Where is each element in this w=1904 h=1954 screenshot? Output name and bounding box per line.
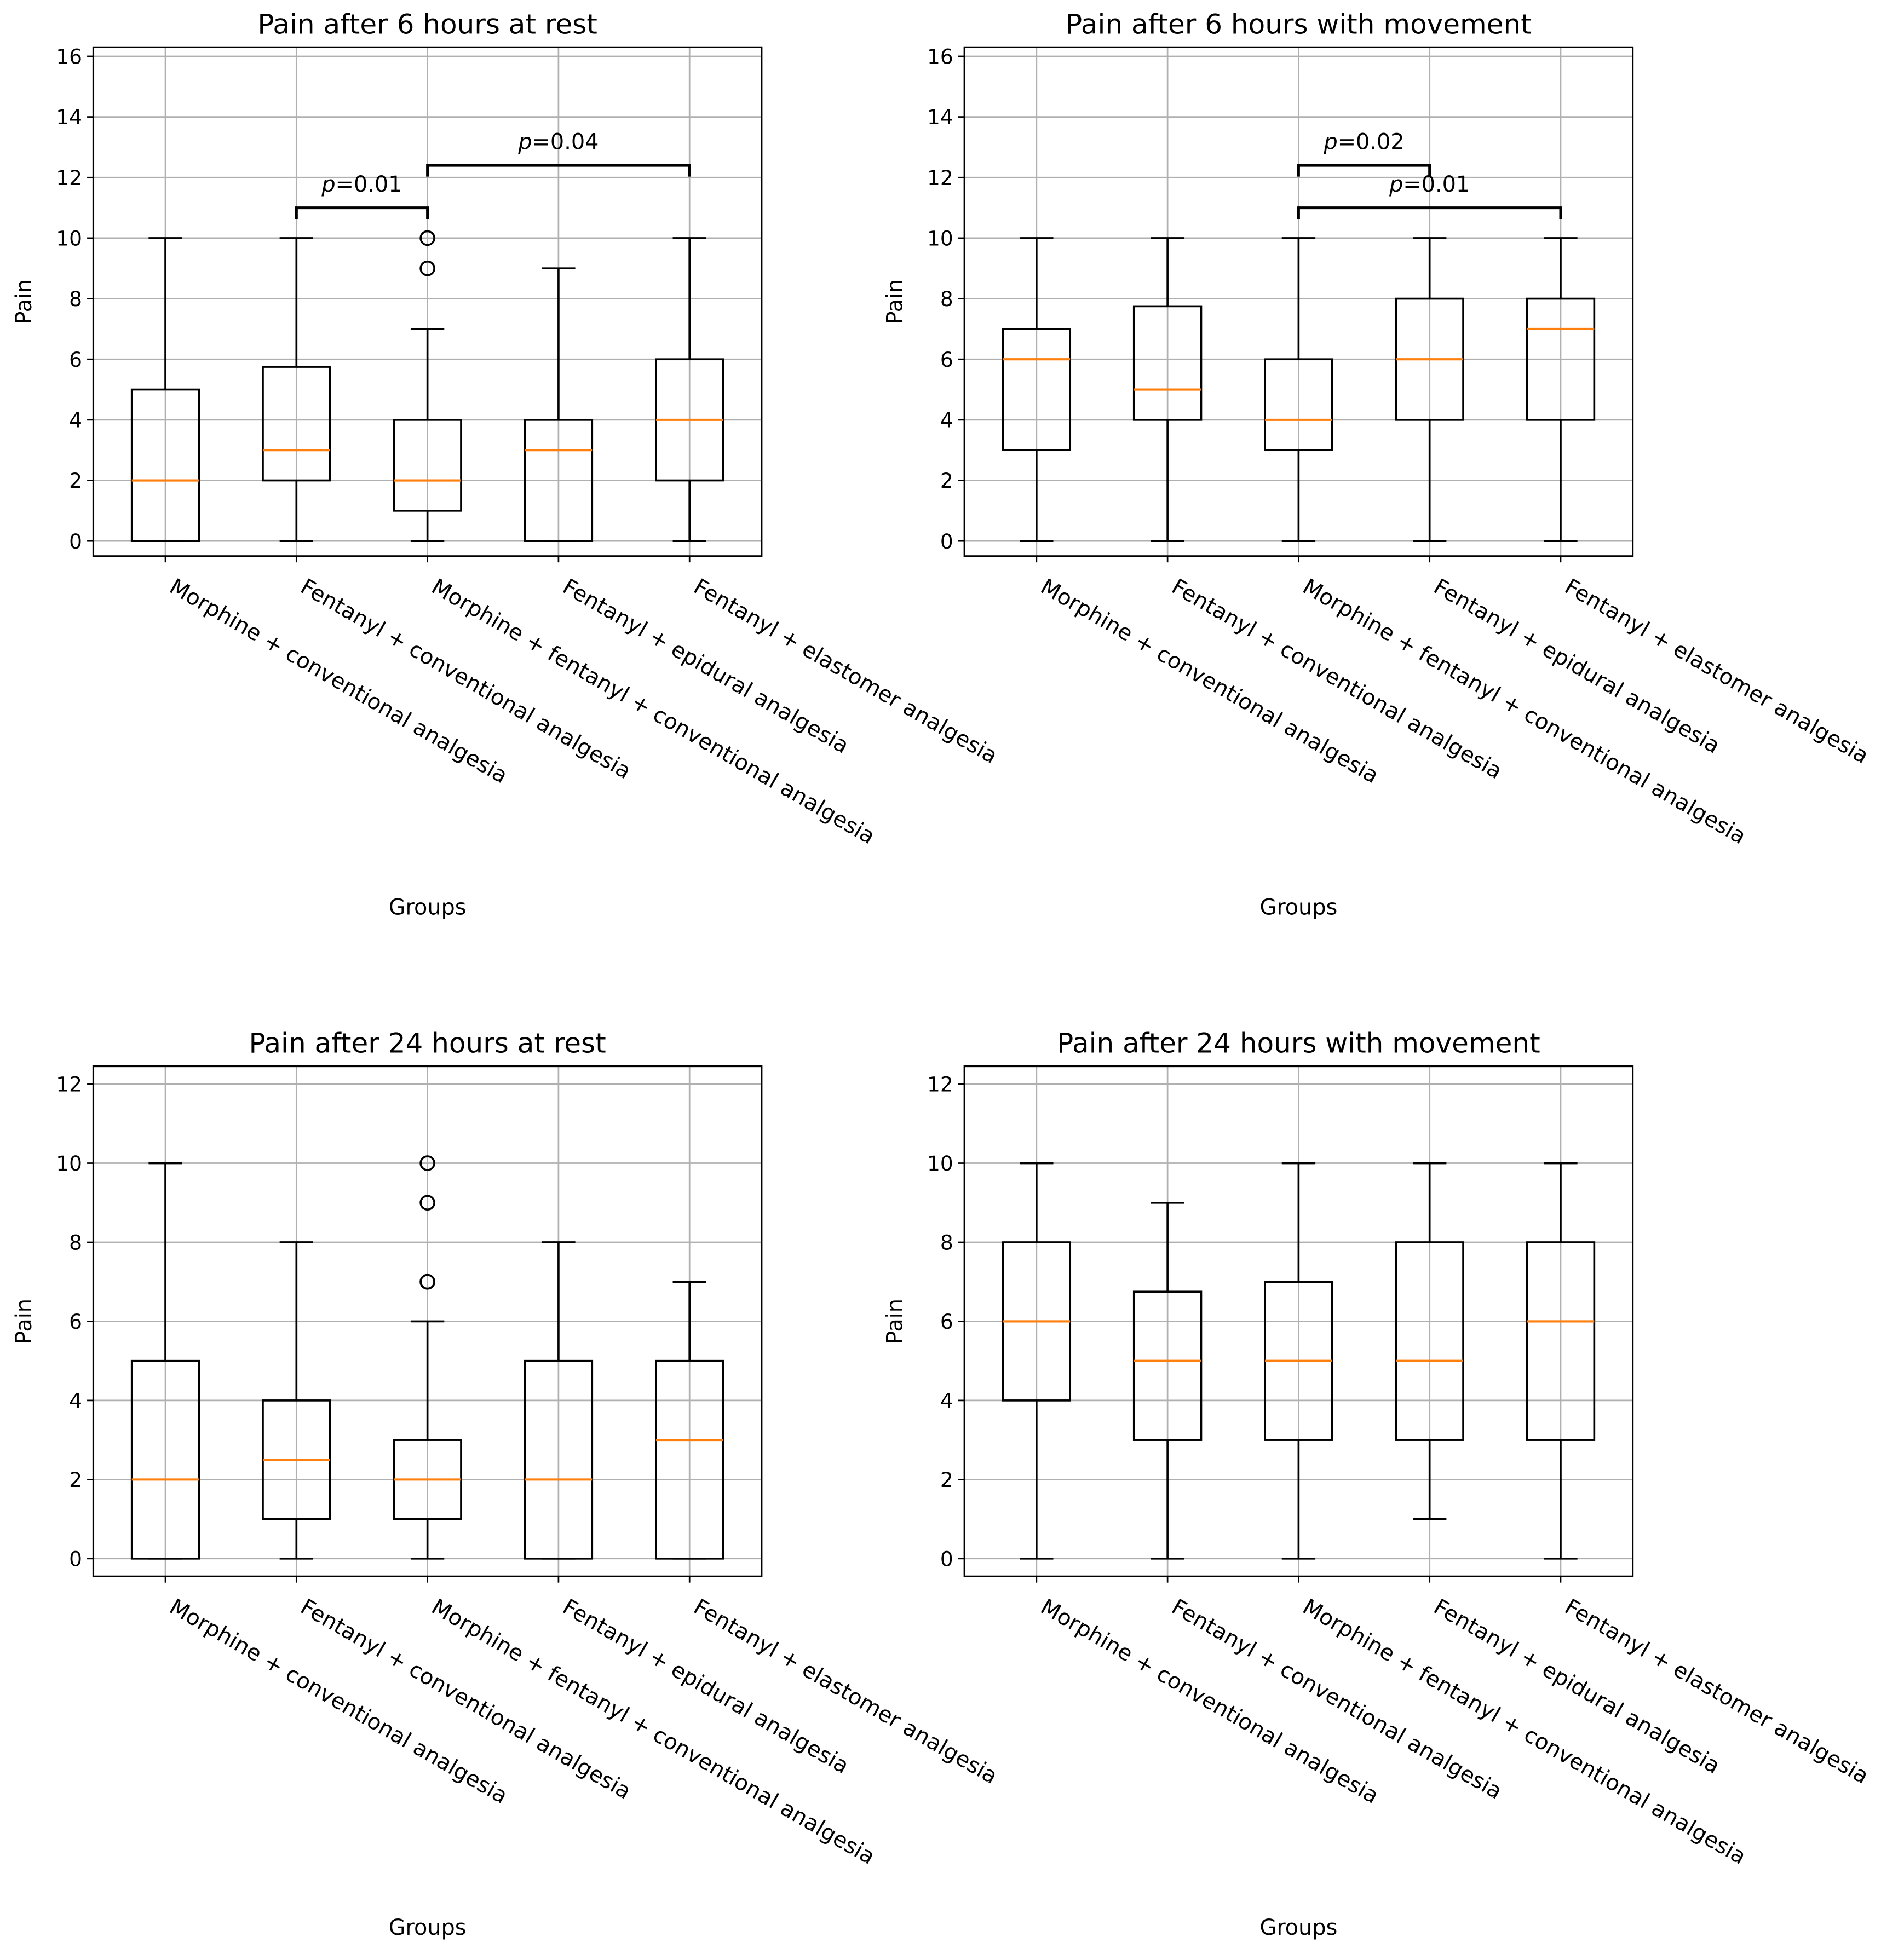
p-value-number: =0.01 — [1403, 172, 1470, 197]
significance-bracket — [426, 164, 691, 177]
x-axis-label: Groups — [1260, 895, 1338, 920]
y-tick-label: 8 — [940, 1231, 953, 1255]
box-iqr — [262, 366, 331, 482]
y-tick-label: 10 — [56, 1151, 82, 1175]
box-iqr — [130, 388, 200, 542]
outlier-point — [419, 260, 435, 276]
y-tick-label: 6 — [69, 348, 82, 372]
x-tick-label: Morphine + fentanyl + conventional analg… — [427, 574, 879, 849]
y-tick-label: 2 — [940, 1468, 953, 1492]
y-tick-label: 8 — [940, 287, 953, 311]
box-iqr — [524, 419, 594, 542]
y-tick-label: 10 — [927, 1151, 953, 1175]
x-tick-label: Morphine + fentanyl + conventional analg… — [1298, 574, 1750, 849]
p-value-symbol: p — [517, 130, 532, 155]
axes-frame — [92, 1065, 763, 1577]
axes-frame — [963, 46, 1634, 557]
p-value-label: p=0.04 — [517, 130, 599, 155]
y-tick-label: 0 — [69, 1547, 82, 1571]
chart-title: Pain after 6 hours at rest — [257, 8, 597, 40]
box-iqr — [1526, 1241, 1596, 1441]
y-tick-label: 16 — [927, 45, 953, 69]
box-iqr — [1132, 305, 1203, 421]
significance-bracket — [1297, 206, 1562, 220]
y-tick-label: 16 — [56, 45, 82, 69]
y-tick-label: 12 — [927, 1073, 953, 1097]
y-axis-label: Pain — [11, 279, 37, 325]
y-tick-label: 2 — [69, 1468, 82, 1492]
y-tick-label: 2 — [940, 469, 953, 493]
y-tick-label: 4 — [940, 408, 953, 433]
chart-title: Pain after 24 hours with movement — [1057, 1028, 1540, 1059]
box-iqr — [655, 1359, 724, 1560]
p-value-label: p=0.02 — [1323, 130, 1404, 155]
y-tick-label: 0 — [940, 529, 953, 554]
p-value-symbol: p — [1323, 130, 1337, 155]
y-axis-label: Pain — [883, 1299, 908, 1344]
y-tick-label: 0 — [69, 529, 82, 554]
y-tick-label: 14 — [56, 105, 82, 129]
box-iqr — [130, 1359, 200, 1560]
x-axis-label: Groups — [1260, 1915, 1338, 1940]
y-tick-label: 6 — [940, 1310, 953, 1334]
y-axis-label: Pain — [11, 1299, 37, 1344]
y-tick-label: 12 — [56, 1073, 82, 1097]
axes-frame — [92, 46, 763, 557]
p-value-label: p=0.01 — [1389, 172, 1470, 197]
outlier-point — [419, 1195, 435, 1211]
y-tick-label: 4 — [69, 408, 82, 433]
axes-frame — [963, 1065, 1634, 1577]
box-iqr — [1264, 358, 1333, 452]
box-iqr — [393, 419, 462, 512]
y-tick-label: 8 — [69, 287, 82, 311]
p-value-symbol: p — [1389, 172, 1403, 197]
chart-title: Pain after 24 hours at rest — [249, 1028, 606, 1059]
box-iqr — [1395, 1241, 1464, 1441]
p-value-number: =0.01 — [336, 172, 402, 197]
y-tick-label: 6 — [69, 1310, 82, 1334]
box-iqr — [1132, 1290, 1203, 1441]
y-tick-label: 0 — [940, 1547, 953, 1571]
p-value-symbol: p — [321, 172, 335, 197]
significance-bracket — [1297, 164, 1431, 177]
y-axis-label: Pain — [883, 279, 908, 325]
y-tick-label: 2 — [69, 469, 82, 493]
y-tick-label: 12 — [927, 166, 953, 190]
outlier-point — [419, 230, 435, 246]
p-value-number: =0.02 — [1338, 130, 1405, 155]
y-tick-label: 10 — [56, 227, 82, 251]
outlier-point — [419, 1155, 435, 1171]
chart-title: Pain after 6 hours with movement — [1066, 8, 1532, 40]
p-value-number: =0.04 — [532, 130, 599, 155]
y-tick-label: 4 — [69, 1389, 82, 1413]
y-tick-label: 12 — [56, 166, 82, 190]
outlier-point — [419, 1273, 435, 1290]
x-axis-label: Groups — [389, 1915, 467, 1940]
significance-bracket — [295, 206, 429, 220]
y-tick-label: 10 — [927, 227, 953, 251]
x-axis-label: Groups — [389, 895, 467, 920]
x-tick-label: Morphine + fentanyl + conventional analg… — [1298, 1594, 1750, 1870]
x-tick-label: Morphine + fentanyl + conventional analg… — [427, 1594, 879, 1870]
y-tick-label: 14 — [927, 105, 953, 129]
y-tick-label: 8 — [69, 1231, 82, 1255]
box-iqr — [1002, 328, 1072, 452]
p-value-label: p=0.01 — [321, 172, 402, 197]
y-tick-label: 6 — [940, 348, 953, 372]
box-iqr — [524, 1359, 594, 1560]
y-tick-label: 4 — [940, 1389, 953, 1413]
box-iqr — [1526, 297, 1596, 421]
